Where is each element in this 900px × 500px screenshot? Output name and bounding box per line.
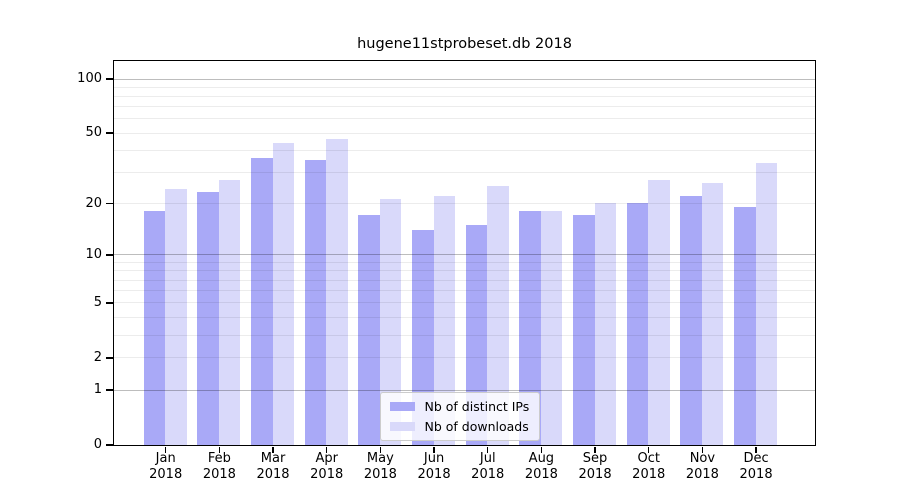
x-tick-mar <box>272 446 274 453</box>
x-tick-label-aug: Aug 2018 <box>524 451 558 482</box>
y-tick-label-5: 5 <box>93 294 102 310</box>
x-tick-may <box>379 446 382 453</box>
y-tick-label-10: 10 <box>85 246 102 262</box>
y-tick-10 <box>105 254 113 256</box>
bar-downloads-sep <box>594 203 617 445</box>
chart-title: hugene11stprobeset.db 2018 <box>357 36 572 52</box>
legend-item-distinct-ips: Nb of distinct IPs <box>389 398 530 414</box>
bar-ips-sep <box>573 215 595 445</box>
legend-swatch-downloads <box>389 421 415 431</box>
x-tick-label-nov: Nov 2018 <box>685 451 719 482</box>
x-tick-jan <box>164 446 167 453</box>
bar-downloads-jul <box>487 186 509 445</box>
bar-ips-may <box>358 215 380 445</box>
y-tick-2 <box>105 357 113 359</box>
bar-ips-jul <box>465 224 488 445</box>
x-tick-label-may: May 2018 <box>363 451 397 482</box>
bar-ips-oct <box>626 203 649 445</box>
y-tick-50 <box>105 132 113 134</box>
y-tick-20 <box>105 202 113 205</box>
bar-downloads-oct <box>648 180 670 445</box>
x-tick-label-jul: Jul 2018 <box>471 451 505 482</box>
y-tick-label-50: 50 <box>85 125 102 141</box>
legend: Nb of distinct IPs Nb of downloads <box>379 391 541 441</box>
bar-downloads-may <box>379 199 402 445</box>
y-tick-label-20: 20 <box>85 195 102 211</box>
x-tick-jun <box>433 446 435 453</box>
x-tick-label-oct: Oct 2018 <box>632 451 666 482</box>
bar-downloads-jan <box>165 189 187 445</box>
bar-downloads-jun <box>433 195 456 445</box>
gridline-80 <box>113 96 815 97</box>
bar-ips-apr <box>304 160 327 445</box>
y-tick-label-2: 2 <box>93 349 102 365</box>
y-tick-label-1: 1 <box>93 382 102 398</box>
x-tick-label-jan: Jan 2018 <box>149 451 183 482</box>
bar-ips-nov <box>680 195 702 445</box>
legend-label-downloads: Nb of downloads <box>424 418 529 434</box>
y-tick-label-0: 0 <box>93 437 102 452</box>
x-tick-aug <box>540 446 543 453</box>
x-tick-label-sep: Sep 2018 <box>578 451 612 482</box>
bar-downloads-nov <box>701 183 724 445</box>
x-tick-oct <box>647 446 650 453</box>
gridline-100 <box>113 78 815 80</box>
x-tick-label-jun: Jun 2018 <box>417 451 451 482</box>
gridline-30 <box>113 172 815 174</box>
plot-area: Nb of distinct IPs Nb of downloads <box>112 59 816 446</box>
bar-downloads-dec <box>755 162 778 445</box>
bar-ips-mar <box>251 158 273 445</box>
x-tick-label-apr: Apr 2018 <box>310 451 344 482</box>
gridline-60 <box>113 118 815 120</box>
bar-downloads-aug <box>540 211 563 445</box>
bar-ips-aug <box>519 211 541 445</box>
bar-downloads-feb <box>218 180 241 445</box>
legend-item-downloads: Nb of downloads <box>389 418 530 434</box>
x-tick-apr <box>325 446 328 453</box>
bar-ips-jan <box>143 211 166 445</box>
x-tick-nov <box>701 446 704 453</box>
bar-downloads-apr <box>326 139 348 445</box>
x-tick-feb <box>218 446 221 453</box>
bar-ips-dec <box>734 206 756 445</box>
x-tick-label-mar: Mar 2018 <box>256 451 290 482</box>
bar-downloads-mar <box>272 142 295 445</box>
gridline-40 <box>113 150 815 151</box>
x-tick-label-dec: Dec 2018 <box>739 451 773 482</box>
y-tick-1 <box>105 389 113 391</box>
y-tick-5 <box>105 302 113 304</box>
legend-label-distinct-ips: Nb of distinct IPs <box>424 398 530 414</box>
x-tick-jul <box>486 446 489 453</box>
gridline-70 <box>113 106 815 108</box>
y-tick-label-100: 100 <box>77 71 102 86</box>
gridline-90 <box>113 86 815 88</box>
legend-swatch-distinct-ips <box>389 401 415 411</box>
x-tick-sep <box>594 446 596 453</box>
y-tick-0 <box>105 444 113 446</box>
y-tick-100 <box>105 78 113 80</box>
x-tick-dec <box>755 446 757 453</box>
bar-ips-feb <box>197 192 219 445</box>
gridline-50 <box>113 132 815 134</box>
bar-ips-jun <box>412 229 434 445</box>
x-tick-label-feb: Feb 2018 <box>202 451 236 482</box>
